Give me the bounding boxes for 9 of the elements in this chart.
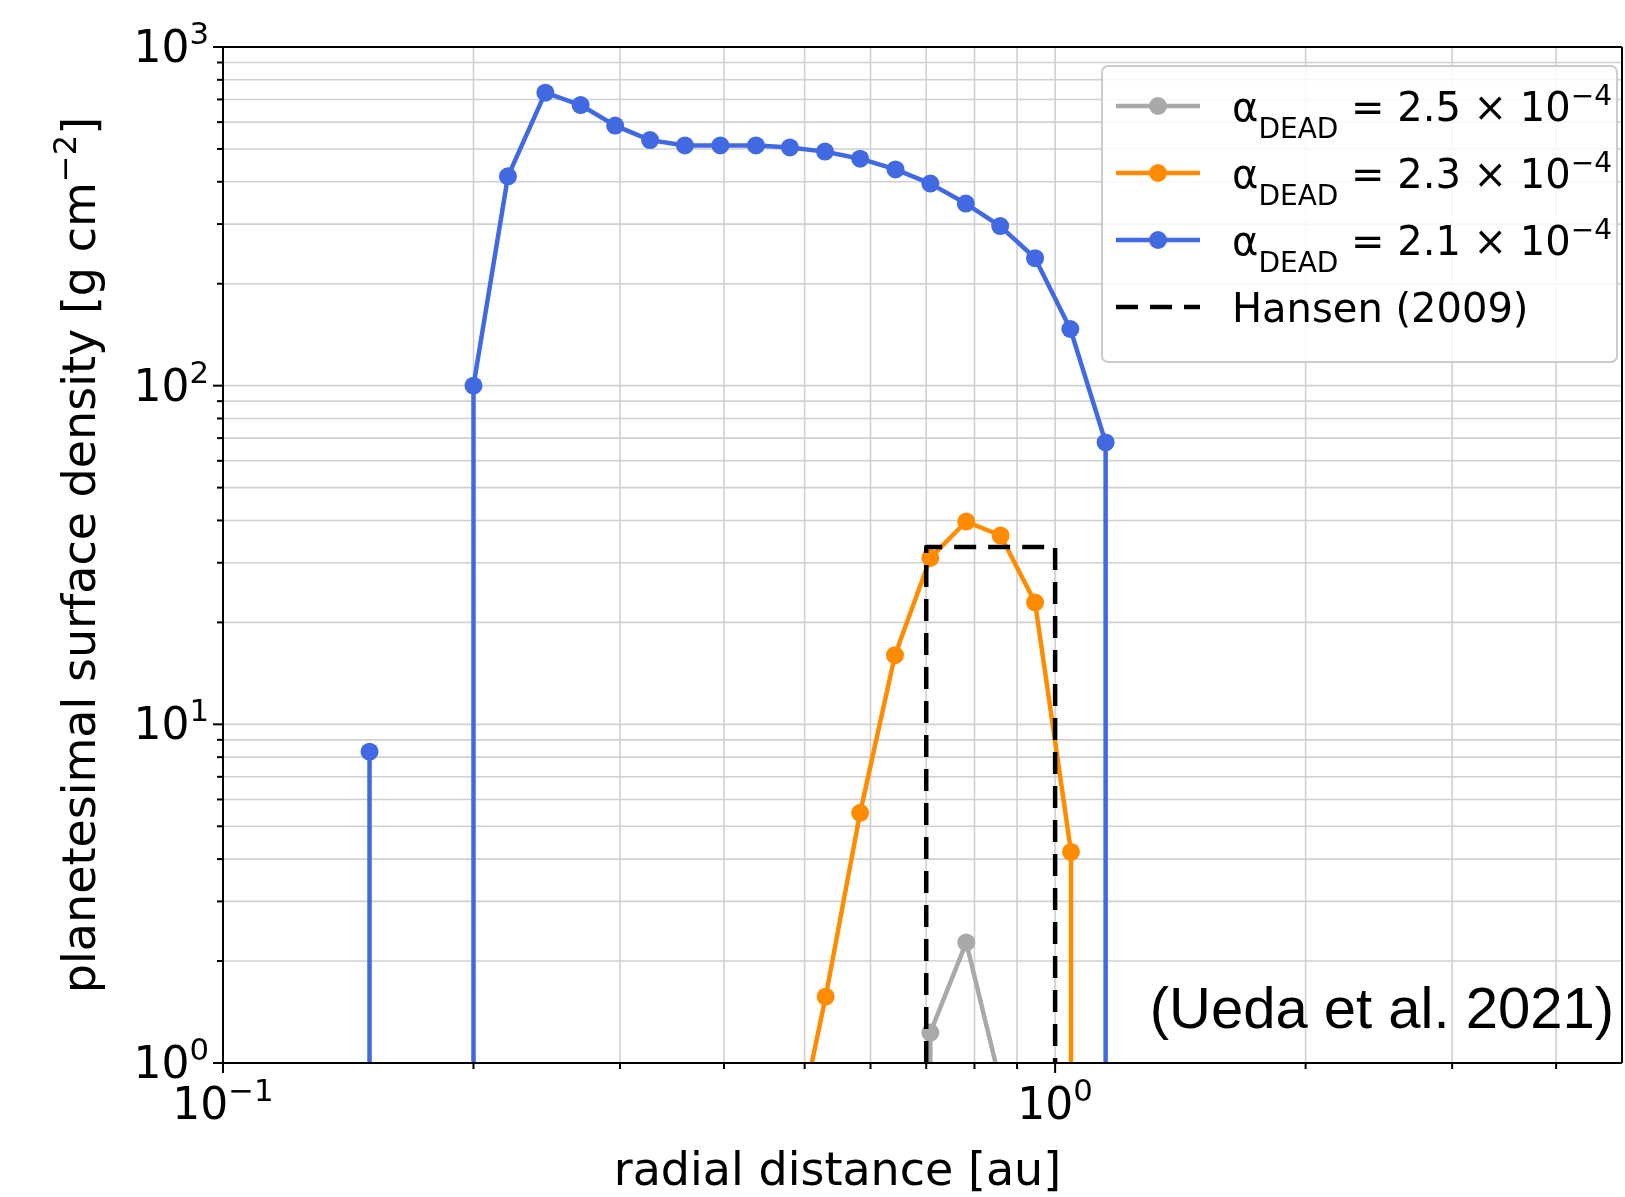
legend-label: α$_{DEAD}$ = 2.5 × 10$^{−4}$ (1232, 78, 1613, 145)
annotation: (Ueda et al. 2021) (1149, 975, 1614, 1040)
x-axis-title: radial distance [au] (613, 1142, 1062, 1196)
y-tick-label: 10$^{1}$ (133, 692, 209, 750)
legend-label: Hansen (2009) (1232, 285, 1529, 331)
legend-label: α$_{DEAD}$ = 2.3 × 10$^{−4}$ (1232, 145, 1613, 212)
y-tick-label: 10$^{3}$ (133, 15, 209, 72)
legend-label: α$_{DEAD}$ = 2.1 × 10$^{−4}$ (1232, 212, 1613, 279)
y-tick-label: 10$^{2}$ (133, 353, 209, 411)
